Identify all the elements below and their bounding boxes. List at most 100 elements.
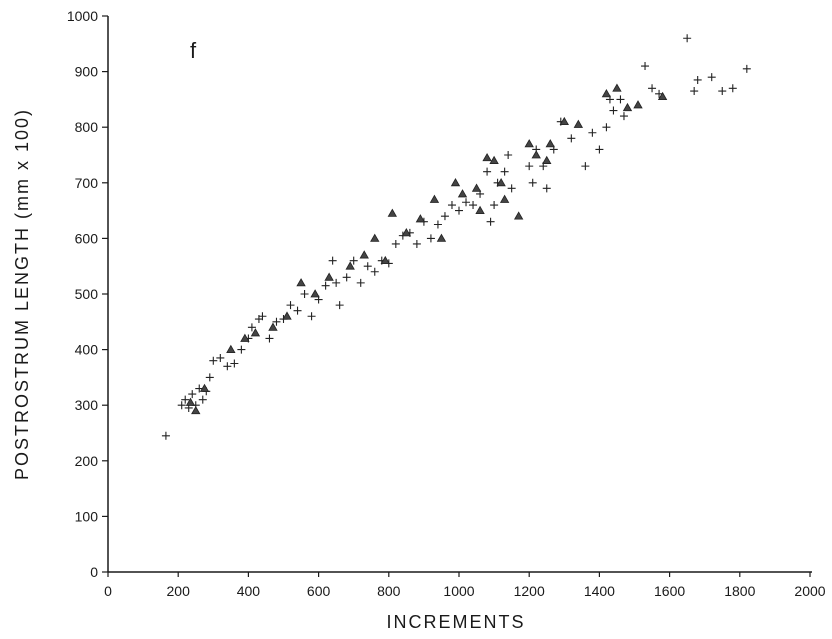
data-point-triangle — [191, 405, 201, 415]
data-point-plus — [300, 290, 309, 298]
data-point-plus — [588, 128, 597, 137]
data-point-plus — [412, 239, 421, 248]
data-point-plus — [426, 234, 435, 243]
data-point-plus — [469, 201, 478, 210]
data-point-triangle — [250, 328, 261, 337]
x-ticks: 0 200 400 600 800 1000 1200 1400 1600 1800 2000 — [104, 572, 826, 599]
data-point-plus — [265, 334, 274, 343]
data-point-plus — [293, 306, 302, 315]
data-point-plus — [342, 273, 351, 282]
data-point-plus — [609, 106, 618, 115]
data-point-triangle — [457, 189, 468, 198]
data-point-triangle — [542, 155, 552, 164]
data-point-plus — [462, 198, 471, 207]
data-point-plus — [690, 87, 699, 96]
data-point-triangle — [282, 311, 292, 320]
data-point-plus — [247, 323, 256, 332]
data-point-triangle — [496, 177, 506, 187]
y-tick-label: 700 — [75, 175, 99, 191]
data-point-plus — [177, 401, 186, 410]
data-point-plus — [648, 84, 657, 93]
data-point-plus — [567, 134, 576, 143]
data-point-plus — [205, 373, 214, 382]
y-tick-label: 100 — [75, 508, 99, 524]
data-point-triangle — [415, 214, 426, 223]
data-point-plus — [504, 151, 513, 159]
data-point-triangle — [489, 155, 499, 164]
x-tick-label: 1800 — [724, 583, 755, 599]
y-tick-label: 0 — [90, 564, 98, 580]
y-tick-label: 600 — [75, 230, 99, 246]
data-point-plus — [272, 317, 281, 326]
y-tick-label: 400 — [75, 342, 99, 358]
data-point-triangle — [524, 139, 534, 148]
data-point-triangle — [559, 116, 569, 126]
data-point-plus — [363, 262, 372, 271]
data-point-plus — [486, 217, 495, 226]
data-point-plus — [707, 73, 716, 82]
data-point-triangle — [199, 383, 210, 392]
data-point-triangle — [657, 91, 668, 101]
data-point-plus — [641, 62, 650, 71]
data-point-triangle — [633, 100, 643, 109]
axes — [107, 16, 812, 573]
x-tick-label: 400 — [237, 583, 261, 599]
data-point-plus — [483, 167, 492, 176]
y-tick-label: 300 — [75, 397, 99, 413]
x-tick-label: 200 — [167, 583, 191, 599]
data-point-triangle — [612, 83, 622, 92]
y-axis-title: POSTROSTRUM LENGTH (mm x 100) — [12, 108, 32, 480]
data-point-triangle — [601, 89, 612, 98]
data-point-plus — [581, 162, 590, 171]
data-point-plus — [223, 362, 232, 371]
data-point-triangle — [450, 177, 461, 187]
data-point-plus — [433, 220, 442, 229]
data-point-plus — [321, 281, 330, 290]
data-point-plus — [161, 431, 170, 440]
data-point-plus — [391, 239, 400, 248]
data-point-plus — [447, 201, 456, 210]
data-point-plus — [693, 75, 702, 84]
x-tick-label: 1000 — [443, 583, 474, 599]
y-ticks: 0 100 200 300 400 500 600 700 800 900 1000 — [67, 8, 108, 580]
data-point-triangle — [226, 344, 236, 353]
data-point-plus — [507, 184, 516, 193]
data-point-triangle — [429, 194, 440, 203]
data-point-triangle — [482, 152, 492, 162]
data-point-triangle — [573, 119, 584, 128]
data-point-plus — [209, 356, 218, 365]
data-point-triangle — [545, 139, 555, 148]
data-point-triangle — [471, 183, 482, 192]
data-point-triangle — [310, 289, 320, 298]
data-point-triangle — [531, 150, 541, 159]
data-point-plus — [216, 353, 225, 362]
data-point-triangle — [324, 272, 334, 281]
data-point-plus — [500, 167, 509, 176]
x-axis-title: INCREMENTS — [386, 612, 525, 632]
x-tick-label: 800 — [377, 583, 401, 599]
data-point-plus — [335, 301, 344, 310]
data-point-plus — [542, 184, 551, 193]
data-point-plus — [528, 178, 537, 187]
data-point-plus — [683, 34, 692, 43]
data-point-plus — [718, 87, 727, 96]
data-point-plus — [286, 301, 295, 310]
data-point-plus — [619, 112, 628, 121]
x-tick-label: 1400 — [584, 583, 615, 599]
x-tick-label: 600 — [307, 583, 331, 599]
data-point-triangle — [513, 211, 524, 220]
data-point-plus — [455, 206, 463, 215]
data-point-triangle — [475, 205, 485, 214]
data-point-plus — [440, 212, 449, 221]
data-point-plus — [525, 162, 534, 171]
data-point-plus — [349, 256, 358, 265]
data-point-triangle — [296, 278, 306, 287]
y-tick-label: 1000 — [67, 8, 98, 24]
data-point-plus — [198, 395, 207, 404]
data-point-triangle — [387, 208, 397, 217]
data-point-triangle — [268, 322, 278, 331]
data-point-plus — [742, 64, 751, 73]
y-tick-label: 800 — [75, 119, 99, 135]
data-point-triangle — [370, 233, 380, 242]
